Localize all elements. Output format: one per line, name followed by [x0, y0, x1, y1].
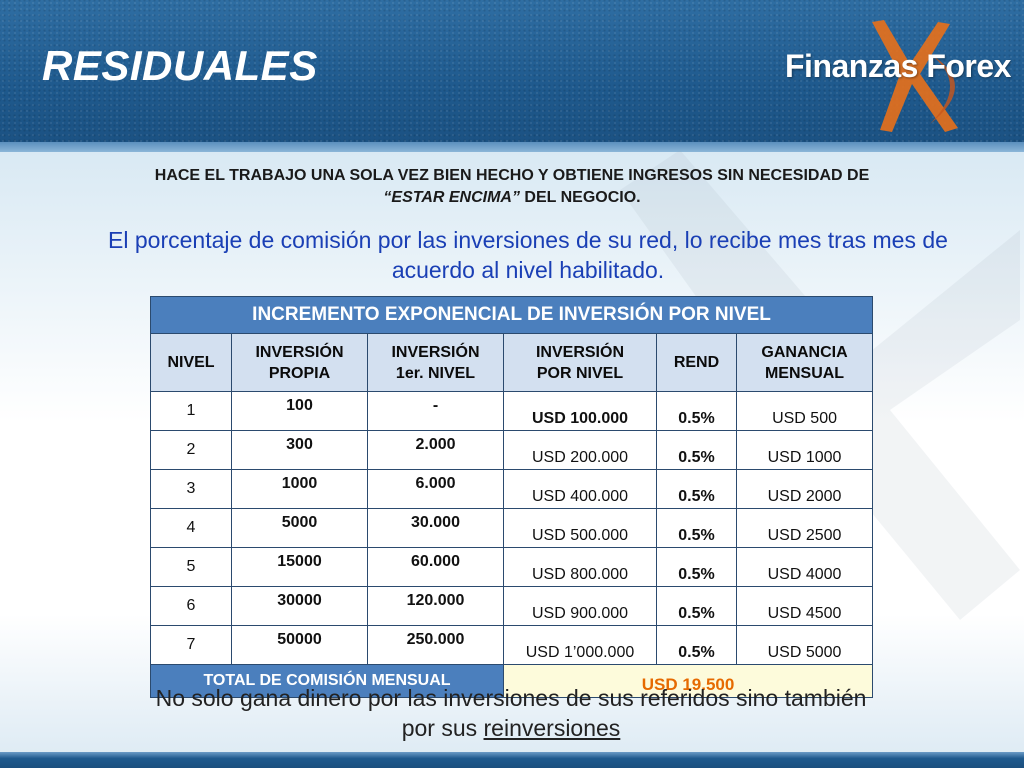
cell-rend: 0.5%	[656, 508, 737, 548]
cell-ganancia: USD 500	[735, 391, 874, 431]
cell-ganancia: USD 1000	[735, 430, 874, 470]
headline-end: DEL NEGOCIO.	[519, 189, 641, 206]
footer-sentence: No solo gana dinero por las inversiones …	[155, 685, 867, 741]
footer-text: No solo gana dinero por las inversiones …	[150, 683, 872, 743]
cell-inversion-1er-nivel: 2.000	[367, 430, 504, 470]
cell-nivel: 4	[150, 508, 232, 548]
total-value: USD 19.500	[502, 664, 874, 698]
cell-rend: 0.5%	[656, 547, 737, 587]
cell-nivel: 5	[150, 547, 232, 587]
cell-inversion-por-nivel: USD 800.000	[503, 547, 657, 587]
cell-inversion-propia: 1000	[231, 469, 368, 509]
cell-inversion-por-nivel: USD 400.000	[503, 469, 657, 509]
cell-rend: 0.5%	[656, 469, 737, 509]
cell-nivel: 7	[150, 625, 232, 665]
cell-rend: 0.5%	[656, 430, 737, 470]
table-row: 7 50000 250.000 USD 1’000.000 0.5% USD 5…	[150, 625, 874, 665]
footer-band	[0, 752, 1024, 768]
headline: HACE EL TRABAJO UNA SOLA VEZ BIEN HECHO …	[30, 165, 994, 209]
table-row: 6 30000 120.000 USD 900.000 0.5% USD 450…	[150, 586, 874, 626]
cell-inversion-por-nivel: USD 200.000	[503, 430, 657, 470]
cell-nivel: 1	[150, 391, 232, 431]
cell-ganancia: USD 5000	[735, 625, 874, 665]
cell-inversion-1er-nivel: 250.000	[367, 625, 504, 665]
cell-ganancia: USD 2500	[735, 508, 874, 548]
investment-table: INCREMENTO EXPONENCIAL DE INVERSIÓN POR …	[149, 296, 874, 698]
total-label: TOTAL DE COMISIÓN MENSUAL	[150, 664, 504, 698]
subline-text: El porcentaje de comisión por las invers…	[108, 227, 948, 283]
cell-ganancia: USD 4000	[735, 547, 874, 587]
cell-inversion-1er-nivel: 30.000	[367, 508, 504, 548]
header-band	[0, 0, 1024, 142]
cell-inversion-1er-nivel: -	[367, 391, 504, 431]
cell-inversion-por-nivel: USD 900.000	[503, 586, 657, 626]
header-inversion-por-nivel: INVERSIÓN POR NIVEL	[503, 333, 657, 392]
table-row: 3 1000 6.000 USD 400.000 0.5% USD 2000	[150, 469, 874, 509]
cell-ganancia: USD 4500	[735, 586, 874, 626]
header-rend: REND	[656, 333, 737, 392]
cell-rend: 0.5%	[656, 586, 737, 626]
table-row: 2 300 2.000 USD 200.000 0.5% USD 1000	[150, 430, 874, 470]
cell-inversion-propia: 100	[231, 391, 368, 431]
table-caption: INCREMENTO EXPONENCIAL DE INVERSIÓN POR …	[149, 296, 874, 334]
header-divider	[0, 142, 1024, 152]
finanzas-forex-logo	[872, 20, 958, 132]
header-inversion-1er-nivel: INVERSIÓN 1er. NIVEL	[367, 333, 504, 392]
cell-inversion-propia: 50000	[231, 625, 368, 665]
header-nivel: NIVEL	[150, 333, 232, 392]
cell-inversion-propia: 300	[231, 430, 368, 470]
table-row: 1 100 - USD 100.000 0.5% USD 500	[150, 391, 874, 431]
cell-inversion-1er-nivel: 120.000	[367, 586, 504, 626]
table-row: 4 5000 30.000 USD 500.000 0.5% USD 2500	[150, 508, 874, 548]
table-row: 5 15000 60.000 USD 800.000 0.5% USD 4000	[150, 547, 874, 587]
cell-nivel: 3	[150, 469, 232, 509]
cell-inversion-propia: 15000	[231, 547, 368, 587]
header-ganancia-mensual: GANANCIA MENSUAL	[735, 333, 874, 392]
headline-text: HACE EL TRABAJO UNA SOLA VEZ BIEN HECHO …	[154, 167, 870, 184]
cell-inversion-por-nivel: USD 1’000.000	[503, 625, 657, 665]
cell-inversion-1er-nivel: 6.000	[367, 469, 504, 509]
cell-nivel: 2	[150, 430, 232, 470]
footer-underlined-word: reinversiones	[483, 715, 621, 741]
cell-inversion-por-nivel: USD 100.000	[503, 391, 657, 431]
cell-nivel: 6	[150, 586, 232, 626]
cell-inversion-1er-nivel: 60.000	[367, 547, 504, 587]
cell-ganancia: USD 2000	[735, 469, 874, 509]
table-header-row: NIVEL INVERSIÓN PROPIA INVERSIÓN 1er. NIVE…	[150, 333, 874, 392]
logo-wordmark: Finanzas Forex	[785, 48, 1011, 84]
cell-inversion-propia: 30000	[231, 586, 368, 626]
slide-title: RESIDUALES	[42, 42, 318, 89]
cell-rend: 0.5%	[656, 625, 737, 665]
cell-rend: 0.5%	[656, 391, 737, 431]
cell-inversion-por-nivel: USD 500.000	[503, 508, 657, 548]
headline-emphasis: “ESTAR ENCIMA”	[383, 189, 520, 206]
header-inversion-propia: INVERSIÓN PROPIA	[231, 333, 368, 392]
cell-inversion-propia: 5000	[231, 508, 368, 548]
total-row: TOTAL DE COMISIÓN MENSUAL USD 19.500	[150, 664, 874, 698]
